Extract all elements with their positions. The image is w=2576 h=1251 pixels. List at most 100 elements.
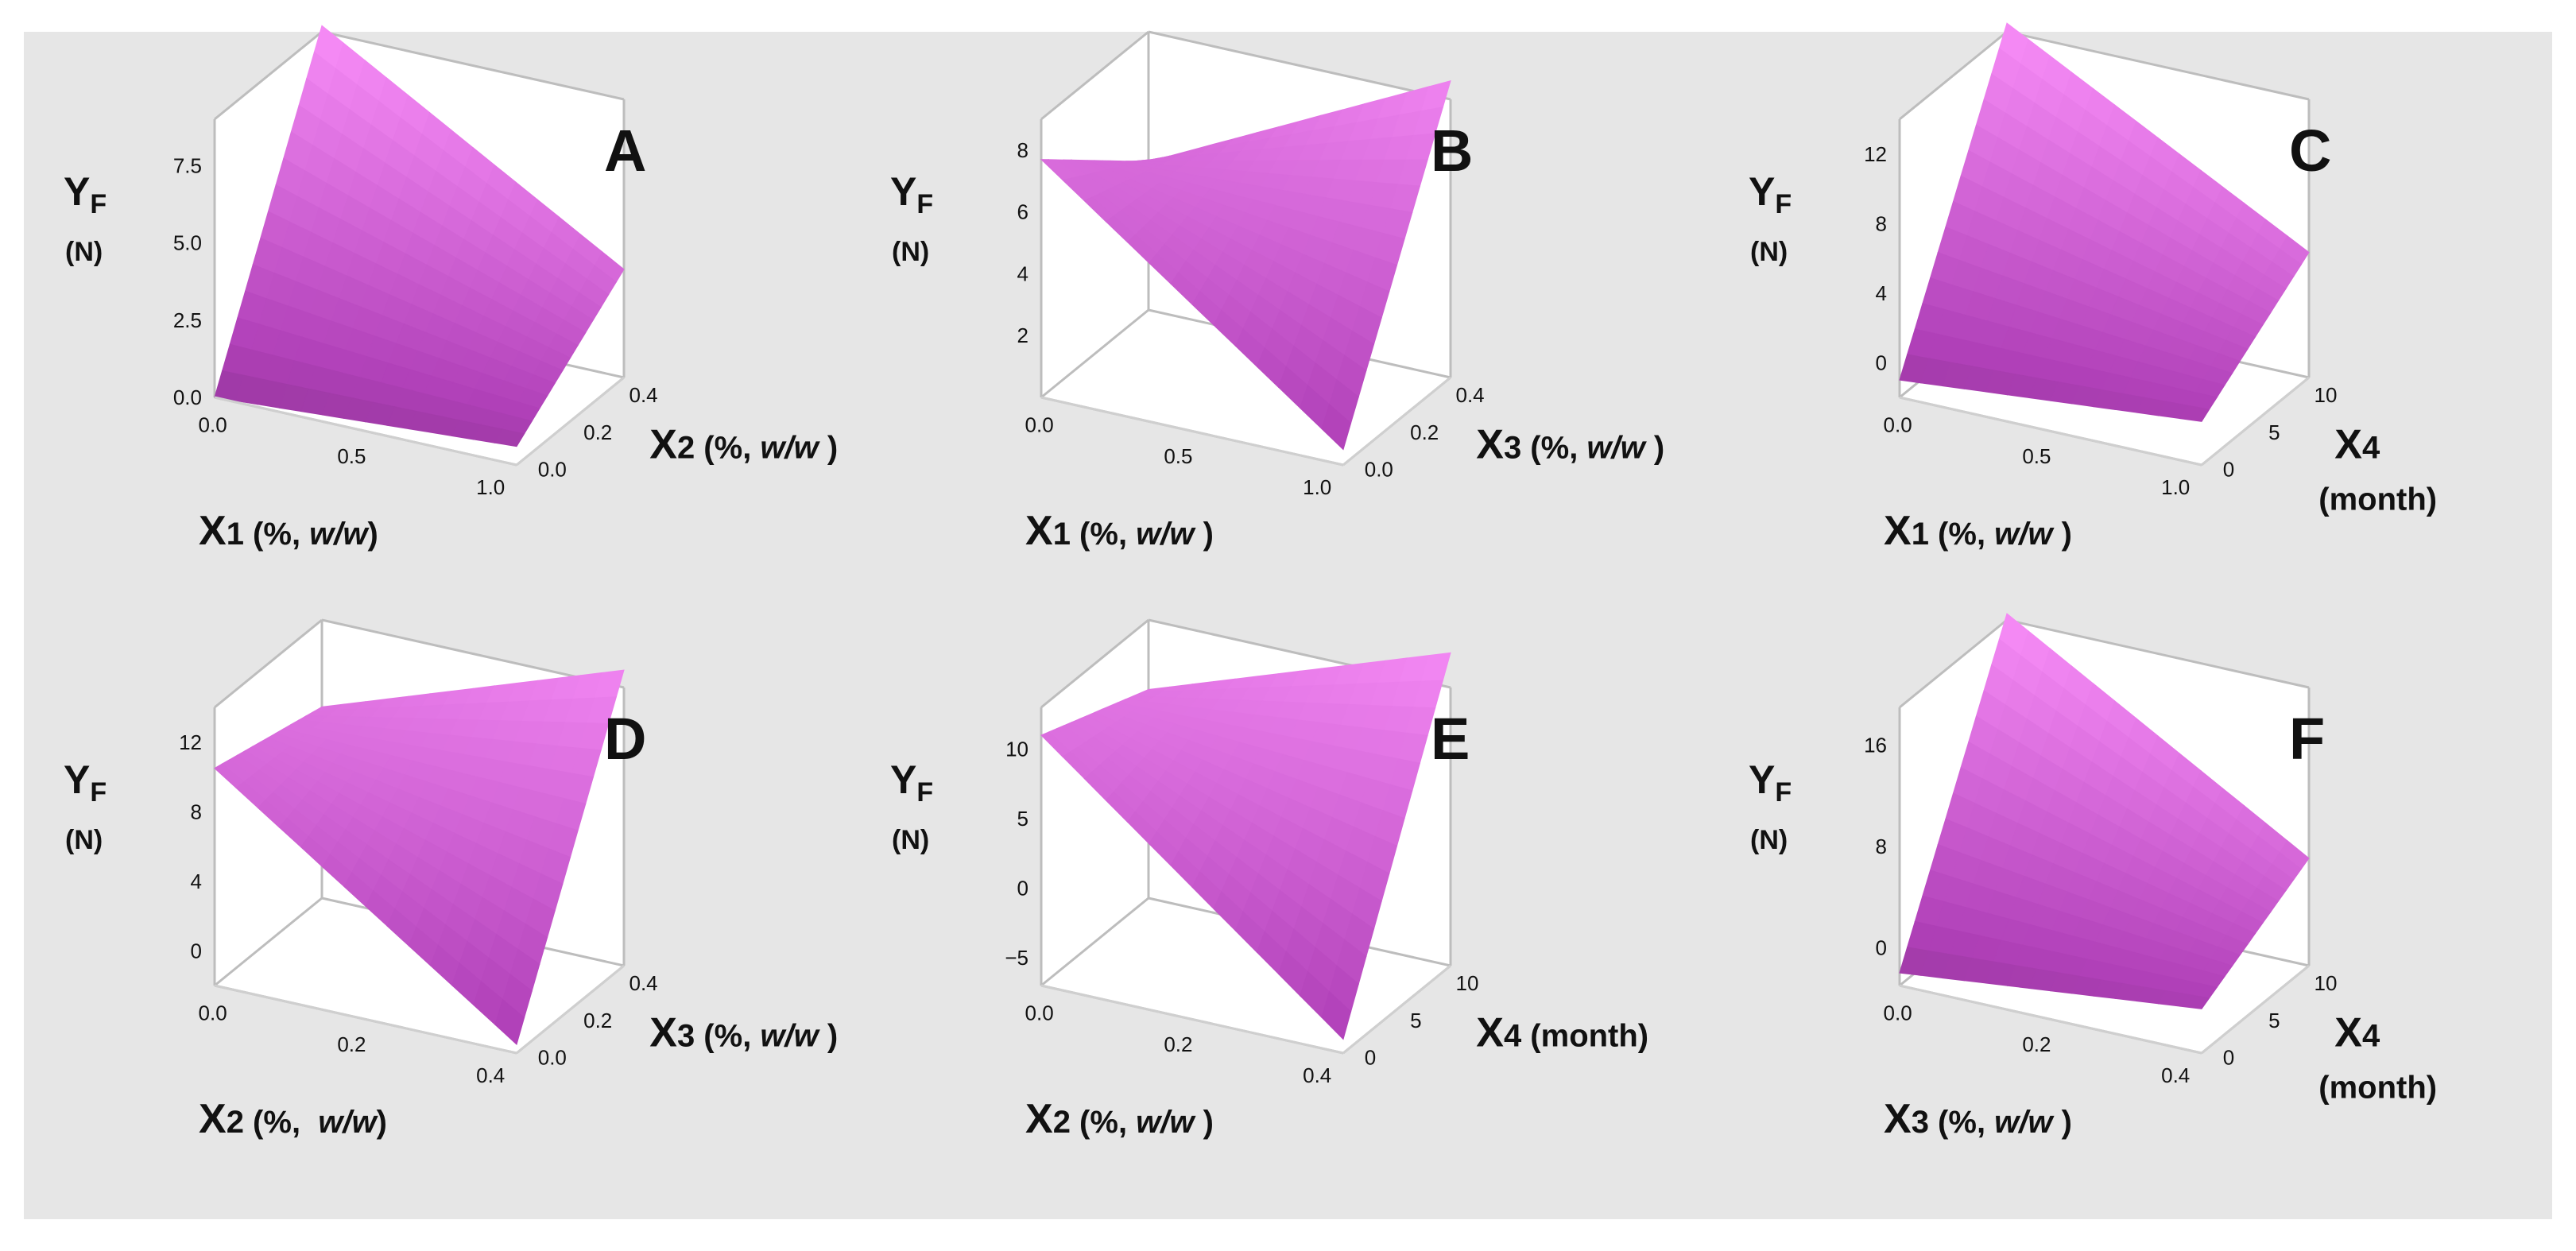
y-tick-label: 10 — [1456, 971, 1479, 995]
y-tick-label: 0.0 — [1365, 458, 1393, 482]
box-frame-edge — [321, 30, 625, 101]
x-tick-label: 0.0 — [199, 1001, 227, 1025]
x-tick-label: 0.2 — [337, 1032, 366, 1056]
panel-letter: F — [2289, 706, 2325, 772]
x-tick-label: 0.5 — [337, 444, 366, 468]
y-tick-label: 0.0 — [538, 1046, 567, 1070]
x-tick-label: 0.0 — [1025, 413, 1054, 437]
surface-plot-a: 0.0 2.5 5.0 7.5 0.0 0.5 1.0 0.0 0.2 0.4 YF (N) X1 (%… — [64, 25, 838, 554]
y-axis-label: X4 (month) — [1476, 1010, 1648, 1056]
floor-edge — [1899, 984, 2202, 1055]
surface-plot-b: 2 4 6 8 0.0 0.5 1.0 0.0 0.2 0.4 YF (N) X1 (%, w/w ) X… — [890, 30, 1664, 554]
floor-edge — [1040, 396, 1344, 467]
surface-plot-e: −5 0 5 10 0.0 0.2 0.4 0 5 10 YF (N) X2 (%, w/w ) X4 (… — [890, 618, 1648, 1142]
box-frame-edge — [2006, 30, 2310, 101]
floor-edge — [516, 376, 625, 467]
floor-edge — [1342, 376, 1451, 467]
x-axis-label: X1 (%, w/w ) — [1025, 508, 1214, 554]
response-surface — [214, 25, 625, 447]
floor-edge — [2201, 376, 2310, 467]
z-axis-label: YF — [890, 169, 933, 219]
surface-patch — [2179, 993, 2210, 1009]
y-tick-label: 0.4 — [1456, 383, 1485, 407]
z-axis-unit: (N) — [1750, 825, 1788, 855]
y-tick-label: 0.2 — [583, 1009, 612, 1032]
y-axis-label: X4 — [2334, 422, 2380, 468]
z-tick-label: 16 — [1864, 734, 1887, 757]
floor-edge — [1899, 396, 2202, 467]
z-tick-label: 0 — [1876, 935, 1887, 959]
x-tick-label: 0.4 — [1303, 1063, 1331, 1087]
x-axis-label: X1 (%, w/w) — [199, 508, 378, 554]
box-frame-edge — [214, 30, 323, 121]
y-axis-label: X3 (%, w/w ) — [1476, 422, 1664, 468]
y-tick-label: 0 — [1365, 1046, 1376, 1070]
surface-plot-f: 0 8 16 0.0 0.2 0.4 0 5 10 YF (N) X3 (%, w/w ) X4 (mon… — [1749, 613, 2437, 1142]
box-frame-edge — [214, 897, 323, 987]
panel-letter: A — [604, 118, 646, 184]
surface-patch — [494, 428, 525, 447]
response-surface — [1899, 22, 2310, 422]
x-tick-label: 0.0 — [1025, 1001, 1054, 1025]
y-tick-label: 0 — [2223, 458, 2234, 482]
z-axis-unit: (N) — [892, 825, 929, 855]
z-tick-label: 4 — [1017, 261, 1028, 285]
x-tick-label: 0.4 — [476, 1063, 505, 1087]
y-axis-label: X2 (%, w/w ) — [649, 422, 838, 468]
x-tick-label: 0.2 — [1164, 1032, 1192, 1056]
z-tick-label: 8 — [1017, 138, 1028, 162]
y-axis-label: X4 — [2334, 1010, 2380, 1056]
z-axis-label: YF — [1749, 169, 1792, 219]
y-axis-label: X3 (%, w/w ) — [649, 1010, 838, 1056]
box-frame-edge — [1040, 308, 1149, 399]
y-tick-label: 5 — [1410, 1009, 1421, 1032]
y-tick-label: 0.2 — [1410, 420, 1439, 444]
x-tick-label: 0.0 — [199, 413, 227, 437]
z-tick-label: 4 — [191, 870, 202, 893]
surface-patch — [2179, 405, 2210, 422]
z-tick-label: 0 — [191, 939, 202, 962]
box-frame-edge — [1899, 618, 2008, 709]
x-tick-label: 0.4 — [2161, 1063, 2190, 1087]
z-axis-unit: (N) — [892, 237, 929, 267]
x-tick-label: 1.0 — [1303, 475, 1331, 499]
z-tick-label: 10 — [1005, 738, 1028, 761]
z-tick-label: 0 — [1017, 877, 1028, 900]
x-tick-label: 0.0 — [1884, 1001, 1912, 1025]
y-tick-label: 5 — [2268, 1009, 2280, 1032]
y-tick-label: 5 — [2268, 420, 2280, 444]
floor-edge — [516, 964, 625, 1055]
z-tick-label: 4 — [1876, 281, 1887, 305]
z-axis-label: YF — [1749, 757, 1792, 808]
y-axis-unit: (month) — [2318, 482, 2437, 517]
box-frame-edge — [2006, 618, 2310, 689]
box-frame-edge — [1148, 30, 1451, 101]
surface-plot-d: 0 4 8 12 0.0 0.2 0.4 0.0 0.2 0.4 YF (N) X2 (%, w/w) X… — [64, 618, 838, 1142]
y-tick-label: 10 — [2315, 383, 2338, 407]
x-tick-label: 0.0 — [1884, 413, 1912, 437]
x-axis-label: X2 (%, w/w ) — [1025, 1096, 1214, 1142]
z-axis-label: YF — [64, 757, 107, 808]
z-tick-label: 0.0 — [173, 385, 202, 409]
z-tick-label: 5.0 — [173, 231, 202, 255]
response-surface — [1040, 79, 1451, 451]
z-tick-label: 2 — [1017, 323, 1028, 347]
x-axis-label: X3 (%, w/w ) — [1884, 1096, 2072, 1142]
box-frame-edge — [1040, 618, 1149, 709]
surface-patch — [494, 998, 525, 1046]
z-tick-label: 7.5 — [173, 153, 202, 177]
z-tick-label: 6 — [1017, 200, 1028, 224]
z-axis-label: YF — [890, 757, 933, 808]
z-tick-label: 8 — [1876, 835, 1887, 858]
floor-edge — [214, 396, 517, 467]
z-axis-label: YF — [64, 169, 107, 219]
x-axis-label: X1 (%, w/w ) — [1884, 508, 2072, 554]
surface-patch — [1321, 990, 1352, 1040]
panel-letter: B — [1431, 118, 1473, 184]
z-tick-label: 8 — [1876, 211, 1887, 235]
x-tick-label: 1.0 — [476, 475, 505, 499]
y-tick-label: 0 — [2223, 1046, 2234, 1070]
z-tick-label: 2.5 — [173, 308, 202, 332]
x-tick-label: 0.2 — [2022, 1032, 2051, 1056]
